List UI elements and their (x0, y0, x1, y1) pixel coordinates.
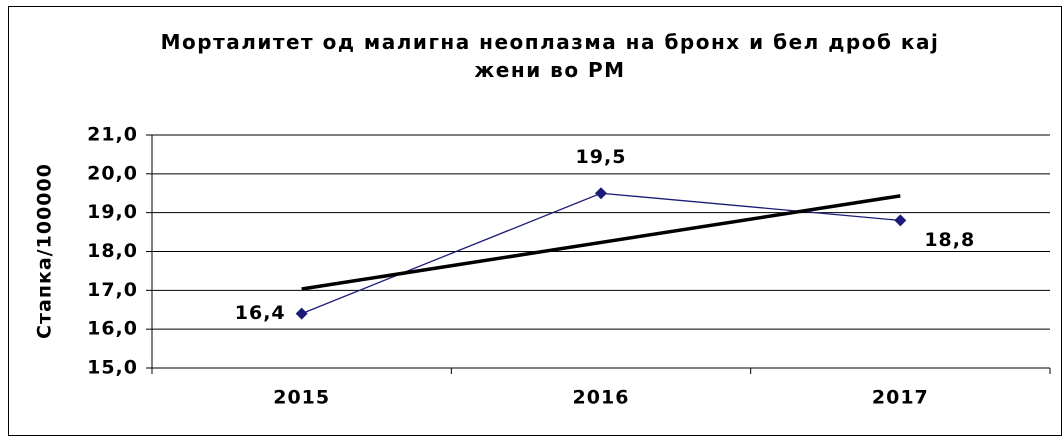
y-tick-label: 21,0 (87, 124, 138, 146)
marker (595, 187, 607, 200)
data-label: 19,5 (576, 146, 627, 168)
marker (894, 214, 907, 227)
x-tick-label: 2015 (273, 387, 330, 409)
y-tick-label: 15,0 (87, 357, 138, 379)
y-tick-label: 16,0 (87, 318, 138, 340)
trendline (301, 194, 901, 291)
y-tick-label: 19,0 (87, 201, 138, 223)
plot: Стапка/100000 15,0 16,0 17,0 18,0 19,0 20,0 21… (34, 124, 1051, 409)
y-tick-label: 18,0 (87, 240, 138, 262)
y-tick-label: 17,0 (87, 279, 138, 301)
x-tick-label: 2016 (573, 387, 630, 409)
y-axis-label: Стапка/100000 (34, 163, 56, 339)
chart: Морталитет од малигна неоплазма на бронх… (8, 6, 1062, 436)
x-tick-label: 2017 (872, 387, 929, 409)
marker (295, 307, 308, 320)
data-label: 18,8 (924, 229, 975, 251)
y-tick-label: 20,0 (87, 162, 138, 184)
chart-title: Морталитет од малигна неоплазма на бронх… (160, 30, 940, 82)
data-label: 16,4 (235, 302, 286, 324)
